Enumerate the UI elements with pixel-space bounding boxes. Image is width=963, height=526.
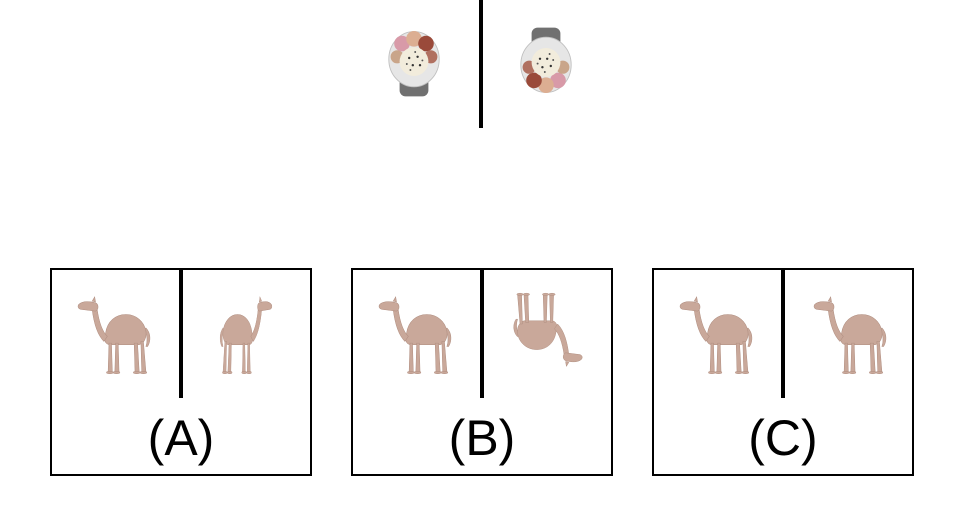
- option-b-left-camel-icon: [373, 290, 457, 376]
- option-a-right-camel-icon: [216, 290, 276, 376]
- option-c-left-camel-icon: [674, 290, 758, 376]
- option-c-panel[interactable]: (C): [652, 268, 914, 476]
- option-a-label: (A): [147, 410, 215, 466]
- reference-right-dessert-plate-icon: [516, 22, 576, 98]
- reference-left-dessert-plate-icon: [384, 26, 444, 102]
- option-c-divider: [781, 270, 785, 398]
- option-a-divider: [179, 270, 183, 398]
- option-c-right-camel-icon: [808, 290, 892, 376]
- option-b-label: (B): [448, 410, 516, 466]
- option-b-panel[interactable]: (B): [351, 268, 613, 476]
- option-b-divider: [480, 270, 484, 398]
- option-a-panel[interactable]: (A): [50, 268, 312, 476]
- option-c-label: (C): [748, 410, 818, 466]
- option-b-right-camel-icon: [508, 290, 588, 374]
- reference-divider: [479, 0, 483, 128]
- option-a-left-camel-icon: [72, 290, 156, 376]
